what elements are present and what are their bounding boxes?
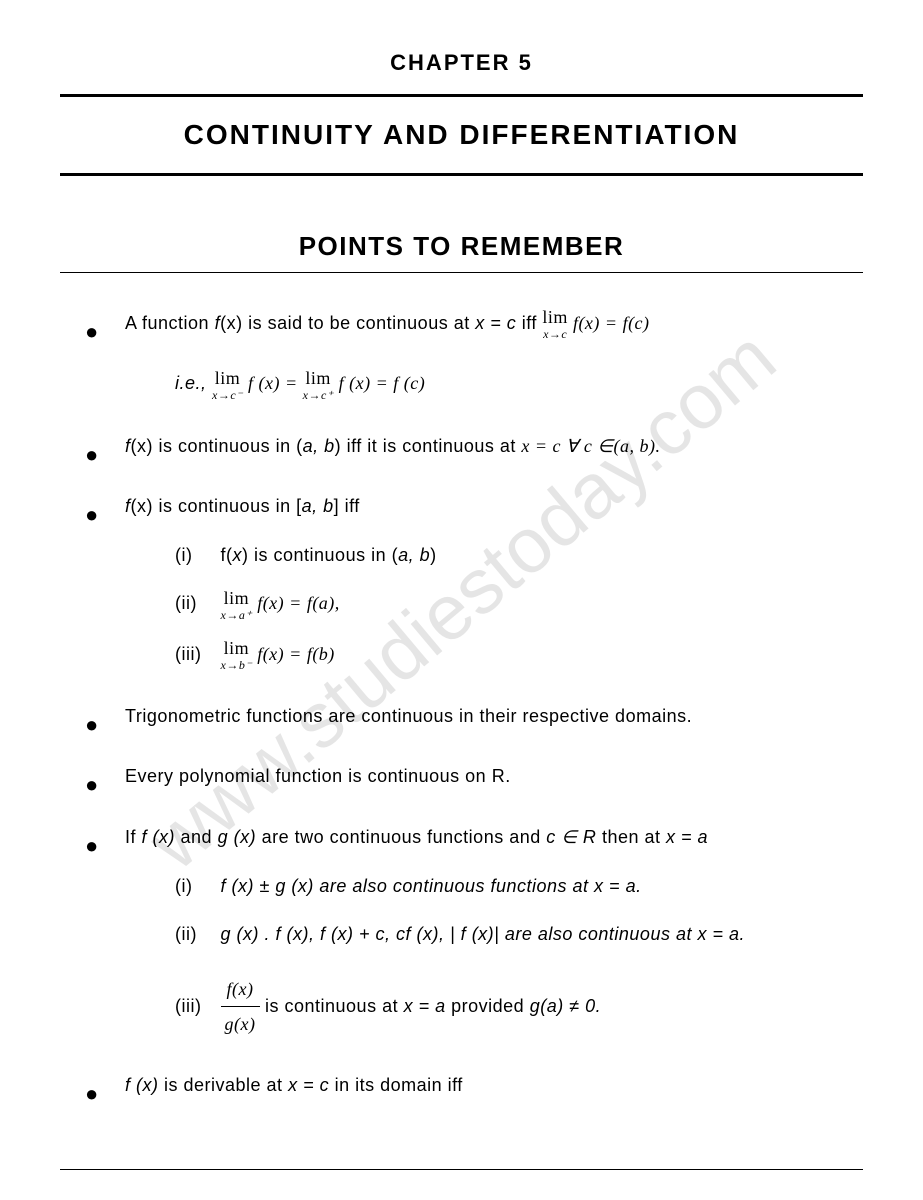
sub-number: (ii) (175, 919, 215, 950)
text: f(x) = f(c) (568, 313, 650, 333)
text: ) is continuous in ( (242, 545, 398, 565)
bullet-icon: ● (85, 766, 99, 803)
text: x (233, 545, 243, 565)
lim-label: lim (303, 369, 334, 387)
page-content: CHAPTER 5 CONTINUITY AND DIFFERENTIATION… (60, 50, 863, 1101)
chapter-title: CONTINUITY AND DIFFERENTIATION (60, 97, 863, 173)
sub-iii: (iii) lim x→b⁻ f(x) = f(b) (125, 639, 853, 671)
sub-number: (ii) (175, 588, 215, 619)
rule-section (60, 272, 863, 273)
text: f (x) (125, 1075, 159, 1095)
lim-label: lim (221, 589, 253, 607)
text: A function (125, 313, 215, 333)
fraction: f(x)g(x) (221, 974, 260, 1040)
rule-mid (60, 173, 863, 176)
text: is derivable at (159, 1075, 289, 1095)
lim-label: lim (212, 369, 243, 387)
text: ] iff (334, 496, 360, 516)
text: g(a) ≠ 0. (530, 996, 601, 1016)
text: iff (516, 313, 542, 333)
text: f (x) (142, 827, 176, 847)
text: g (x) (218, 827, 257, 847)
text: Every polynomial function is continuous … (125, 766, 511, 786)
frac-top: f(x) (221, 974, 260, 1008)
text: ) iff it is continuous at (335, 436, 522, 456)
point-4: ● Trigonometric functions are continuous… (95, 701, 853, 732)
limit-expr: lim x→b⁻ (221, 639, 253, 671)
text: x = c (288, 1075, 329, 1095)
sub-number: (iii) (175, 991, 215, 1022)
point-6: ● If f (x) and g (x) are two continuous … (95, 822, 853, 1040)
text: (x) (220, 313, 243, 333)
sub-i: (i) f(x) is continuous in (a, b) (125, 540, 853, 571)
text: (x) (131, 496, 154, 516)
text: x = c (475, 313, 516, 333)
point-2: ● f(x) is continuous in (a, b) iff it is… (95, 431, 853, 462)
bottom-rule (60, 1169, 863, 1170)
text: ) (430, 545, 437, 565)
limit-expr: lim x→a⁺ (221, 589, 253, 621)
text: a, b (303, 436, 335, 456)
text: i.e., (175, 373, 212, 393)
point-3: ● f(x) is continuous in [a, b] iff (i) f… (95, 491, 853, 671)
text: is said to be continuous at (243, 313, 476, 333)
text: f(x) = f(a), (252, 593, 340, 613)
text: f (x) = (243, 373, 303, 393)
lim-label: lim (221, 639, 253, 657)
sub-iii: (iii) f(x)g(x) is continuous at x = a pr… (125, 974, 853, 1040)
point-7: ● f (x) is derivable at x = c in its dom… (95, 1070, 853, 1101)
content-area: ● A function f(x) is said to be continuo… (60, 308, 863, 1101)
text: is continuous in [ (153, 496, 302, 516)
sub-i: (i) f (x) ± g (x) are also continuous fu… (125, 871, 853, 902)
frac-bot: g(x) (221, 1007, 260, 1040)
text: Trigonometric functions are continuous i… (125, 706, 692, 726)
chapter-label: CHAPTER 5 (60, 50, 863, 76)
text: provided (446, 996, 530, 1016)
sub-ii: (ii) g (x) . f (x), f (x) + c, cf (x), |… (125, 919, 853, 950)
text: a, b (302, 496, 334, 516)
bullet-icon: ● (85, 496, 99, 533)
text: x = a (666, 827, 708, 847)
text: is continuous at (260, 996, 404, 1016)
point-5: ● Every polynomial function is continuou… (95, 761, 853, 792)
text: in its domain iff (329, 1075, 463, 1095)
sub-ie: i.e., lim x→c⁻ f (x) = lim x→c⁺ f (x) = f … (125, 368, 853, 400)
text: f (x) ± g (x) are also continuous functi… (221, 876, 642, 896)
lim-sub: x→a⁺ (221, 609, 253, 621)
lim-label: lim (542, 308, 568, 326)
text: f(x) = f(b) (252, 644, 335, 664)
section-title: POINTS TO REMEMBER (60, 231, 863, 262)
bullet-icon: ● (85, 706, 99, 743)
limit-expr: lim x→c⁺ (303, 369, 334, 401)
sub-number: (i) (175, 540, 215, 571)
text: f( (221, 545, 233, 565)
text: is continuous in ( (153, 436, 303, 456)
text: f (x) = f (c) (334, 373, 426, 393)
bullet-icon: ● (85, 436, 99, 473)
text: are two continuous functions and (256, 827, 546, 847)
lim-sub: x→c⁺ (303, 389, 334, 401)
bullet-icon: ● (85, 827, 99, 864)
limit-expr: lim x→c (542, 308, 568, 340)
text: a, b (398, 545, 430, 565)
lim-sub: x→b⁻ (221, 659, 253, 671)
text: c ∈ R (546, 827, 596, 847)
sub-number: (i) (175, 871, 215, 902)
text: then at (596, 827, 666, 847)
text: (x) (131, 436, 154, 456)
text: If (125, 827, 142, 847)
sub-ii: (ii) lim x→a⁺ f(x) = f(a), (125, 588, 853, 620)
bullet-icon: ● (85, 313, 99, 350)
bullet-icon: ● (85, 1075, 99, 1112)
text: and (175, 827, 218, 847)
sub-number: (iii) (175, 639, 215, 670)
point-1: ● A function f(x) is said to be continuo… (95, 308, 853, 401)
lim-sub: x→c (542, 328, 568, 340)
lim-sub: x→c⁻ (212, 389, 243, 401)
text: x = a (404, 996, 446, 1016)
text: g (x) . f (x), f (x) + c, cf (x), | f (x… (221, 924, 745, 944)
limit-expr: lim x→c⁻ (212, 369, 243, 401)
text: x = c ∀ c ∈(a, b). (521, 436, 660, 456)
